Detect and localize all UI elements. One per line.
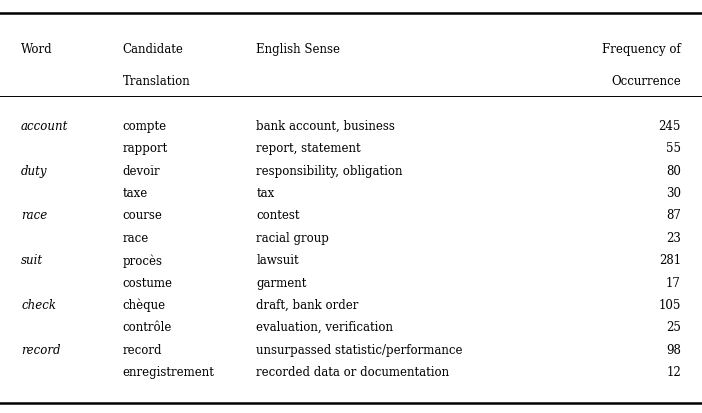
Text: contrôle: contrôle (123, 320, 172, 333)
Text: suit: suit (21, 254, 44, 266)
Text: unsurpassed statistic/performance: unsurpassed statistic/performance (256, 343, 463, 356)
Text: English Sense: English Sense (256, 43, 340, 56)
Text: check: check (21, 298, 56, 311)
Text: enregistrement: enregistrement (123, 365, 215, 378)
Text: 25: 25 (666, 320, 681, 333)
Text: account: account (21, 120, 68, 133)
Text: taxe: taxe (123, 187, 148, 199)
Text: 105: 105 (658, 298, 681, 311)
Text: recorded data or documentation: recorded data or documentation (256, 365, 449, 378)
Text: draft, bank order: draft, bank order (256, 298, 359, 311)
Text: duty: duty (21, 164, 48, 177)
Text: course: course (123, 209, 163, 222)
Text: Occurrence: Occurrence (611, 74, 681, 87)
Text: devoir: devoir (123, 164, 161, 177)
Text: Candidate: Candidate (123, 43, 184, 56)
Text: 281: 281 (658, 254, 681, 266)
Text: Translation: Translation (123, 74, 191, 87)
Text: costume: costume (123, 276, 173, 289)
Text: responsibility, obligation: responsibility, obligation (256, 164, 403, 177)
Text: rapport: rapport (123, 142, 168, 155)
Text: record: record (123, 343, 162, 356)
Text: bank account, business: bank account, business (256, 120, 395, 133)
Text: report, statement: report, statement (256, 142, 361, 155)
Text: race: race (123, 231, 149, 244)
Text: 80: 80 (666, 164, 681, 177)
Text: 12: 12 (666, 365, 681, 378)
Text: racial group: racial group (256, 231, 329, 244)
Text: tax: tax (256, 187, 274, 199)
Text: 17: 17 (666, 276, 681, 289)
Text: lawsuit: lawsuit (256, 254, 299, 266)
Text: 23: 23 (666, 231, 681, 244)
Text: race: race (21, 209, 47, 222)
Text: record: record (21, 343, 60, 356)
Text: garment: garment (256, 276, 307, 289)
Text: 87: 87 (666, 209, 681, 222)
Text: 55: 55 (666, 142, 681, 155)
Text: procès: procès (123, 254, 163, 267)
Text: contest: contest (256, 209, 300, 222)
Text: evaluation, verification: evaluation, verification (256, 320, 393, 333)
Text: chèque: chèque (123, 298, 166, 312)
Text: 30: 30 (666, 187, 681, 199)
Text: 98: 98 (666, 343, 681, 356)
Text: 245: 245 (658, 120, 681, 133)
Text: Frequency of: Frequency of (602, 43, 681, 56)
Text: Word: Word (21, 43, 53, 56)
Text: compte: compte (123, 120, 167, 133)
